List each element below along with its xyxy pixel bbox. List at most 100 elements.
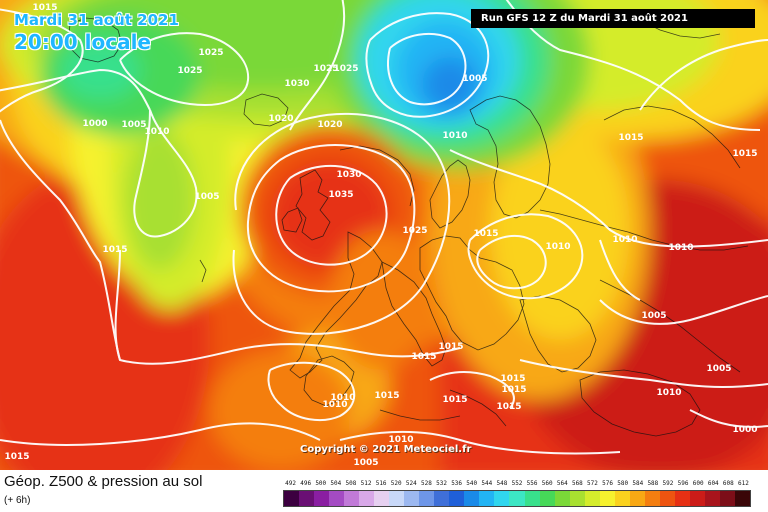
pressure-label: 1010 xyxy=(545,242,570,252)
scale-label: 540 xyxy=(466,480,478,487)
pressure-label: 1015 xyxy=(732,149,757,159)
scale-label: 608 xyxy=(722,480,734,487)
copyright-notice: Copyright © 2021 Meteociel.fr xyxy=(300,444,472,455)
scale-swatch xyxy=(479,491,495,506)
scale-swatch xyxy=(629,491,645,506)
pressure-label: 1015 xyxy=(102,245,127,255)
scale-label: 532 xyxy=(436,480,447,487)
scale-swatch xyxy=(464,491,480,506)
pressure-label: 1005 xyxy=(121,120,146,130)
scale-swatch xyxy=(599,491,615,506)
scale-swatch xyxy=(659,491,675,506)
scale-swatch xyxy=(419,491,435,506)
pressure-values: 1015 1025 1025 1030 1025 1025 1005 1020 … xyxy=(4,3,757,468)
color-scale-labels: 492 496 500 504 508 512 516 520 524 528 532 536 540 5… xyxy=(283,480,751,490)
legend-bar: Géop. Z500 & pression au sol (+ 6h) 492 4… xyxy=(0,470,768,512)
pressure-label: 1010 xyxy=(612,235,637,245)
scale-label: 592 xyxy=(662,480,674,487)
scale-swatch xyxy=(674,491,690,506)
scale-label: 604 xyxy=(707,480,719,487)
pressure-label: 1020 xyxy=(268,114,293,124)
pressure-label: 1005 xyxy=(194,192,219,202)
pressure-label: 1015 xyxy=(442,395,467,405)
pressure-label: 1035 xyxy=(328,190,353,200)
scale-swatch xyxy=(299,491,315,506)
pressure-label: 1025 xyxy=(333,64,358,74)
pressure-label: 1020 xyxy=(317,120,342,130)
scale-label: 572 xyxy=(587,480,598,487)
pressure-label: 1010 xyxy=(656,388,681,398)
pressure-label: 1030 xyxy=(284,79,309,89)
scale-swatch xyxy=(734,491,750,506)
scale-label: 612 xyxy=(738,480,749,487)
pressure-label: 1010 xyxy=(388,435,413,445)
scale-label: 544 xyxy=(481,480,493,487)
scale-label: 492 xyxy=(285,480,296,487)
scale-label: 512 xyxy=(360,480,372,487)
scale-swatch xyxy=(539,491,555,506)
scale-swatch xyxy=(704,491,720,506)
pressure-label: 1015 xyxy=(411,352,436,362)
pressure-label: 1030 xyxy=(336,170,361,180)
pressure-label: 1010 xyxy=(330,393,355,403)
scale-label: 584 xyxy=(632,480,644,487)
pressure-label: 1015 xyxy=(618,133,643,143)
scale-swatch xyxy=(449,491,465,506)
color-scale xyxy=(283,490,751,507)
scale-swatch xyxy=(344,491,360,506)
pressure-label: 1005 xyxy=(462,74,487,84)
forecast-local-time: 20:00 locale xyxy=(14,30,151,54)
pressure-label: 1015 xyxy=(374,391,399,401)
pressure-label: 1000 xyxy=(732,425,757,435)
pressure-label: 1005 xyxy=(353,458,378,468)
pressure-label: 1010 xyxy=(322,400,347,410)
scale-label: 552 xyxy=(511,480,523,487)
scale-label: 556 xyxy=(526,480,538,487)
scale-label: 504 xyxy=(330,480,342,487)
scale-label: 576 xyxy=(602,480,613,487)
pressure-label: 1010 xyxy=(668,243,693,253)
scale-label: 548 xyxy=(496,480,508,487)
scale-swatch xyxy=(719,491,735,506)
model-run-info: Run GFS 12 Z du Mardi 31 août 2021 xyxy=(471,9,755,28)
pressure-label: 1000 xyxy=(82,119,107,129)
pressure-label: 1015 xyxy=(501,385,526,395)
forecast-map: 1015 1025 1025 1030 1025 1025 1005 1020 … xyxy=(0,0,768,470)
pressure-label: 1005 xyxy=(706,364,731,374)
scale-label: 536 xyxy=(451,480,463,487)
scale-swatch xyxy=(569,491,585,506)
scale-label: 528 xyxy=(420,480,432,487)
pressure-label: 1015 xyxy=(4,452,29,462)
scale-label: 568 xyxy=(571,480,583,487)
scale-swatch xyxy=(509,491,525,506)
scale-swatch xyxy=(494,491,510,506)
pressure-label: 1025 xyxy=(402,226,427,236)
scale-label: 516 xyxy=(375,480,387,487)
pressure-label: 1015 xyxy=(438,342,463,352)
map-title: Géop. Z500 & pression au sol xyxy=(4,473,203,490)
scale-label: 520 xyxy=(390,480,402,487)
scale-swatch xyxy=(389,491,405,506)
scale-swatch xyxy=(689,491,705,506)
scale-swatch xyxy=(374,491,390,506)
pressure-label: 1025 xyxy=(198,48,223,58)
pressure-label: 1010 xyxy=(144,127,169,137)
pressure-label: 1015 xyxy=(496,402,521,412)
scale-label: 596 xyxy=(677,480,689,487)
scale-label: 500 xyxy=(315,480,327,487)
pressure-label: 1005 xyxy=(641,311,666,321)
scale-swatch xyxy=(524,491,540,506)
scale-label: 564 xyxy=(556,480,568,487)
forecast-date: Mardi 31 août 2021 xyxy=(14,11,179,29)
isobars xyxy=(0,0,768,454)
scale-label: 560 xyxy=(541,480,553,487)
scale-swatch xyxy=(554,491,570,506)
scale-label: 496 xyxy=(300,480,312,487)
pressure-label: 1015 xyxy=(32,3,57,13)
scale-label: 524 xyxy=(405,480,417,487)
scale-swatch xyxy=(434,491,450,506)
pressure-label: 1025 xyxy=(313,64,338,74)
pressure-label: 1010 xyxy=(442,131,467,141)
scale-swatch xyxy=(284,491,300,506)
